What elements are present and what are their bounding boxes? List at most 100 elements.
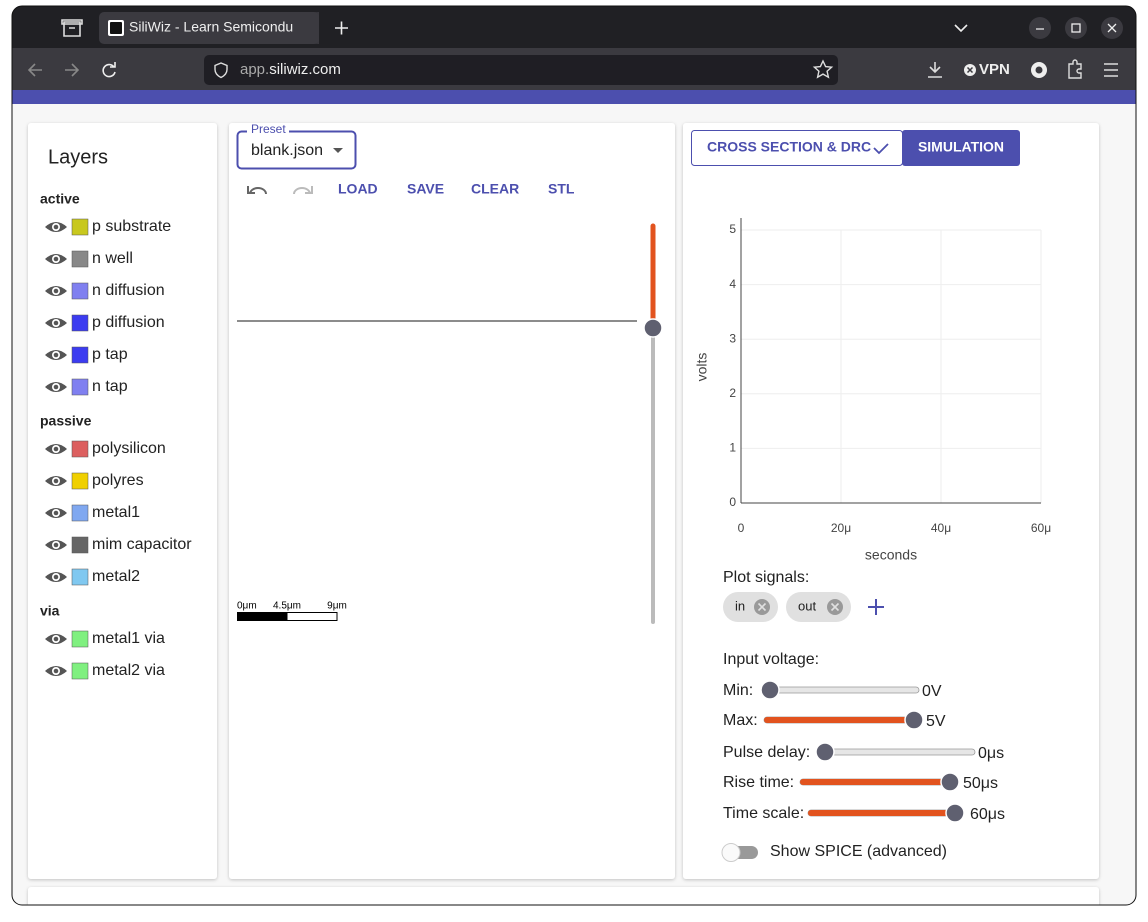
scale-label: 4.5μm [273,601,301,612]
layer-name[interactable]: polysilicon [92,440,166,457]
spice-toggle-thumb[interactable] [721,843,741,862]
reload[interactable] [102,62,116,78]
layers-title: Layers [48,146,108,168]
preset-value: blank.json [251,142,323,159]
layer-name[interactable]: p diffusion [92,314,165,331]
check [873,143,889,155]
menu[interactable] [1104,63,1118,77]
layer-name[interactable]: polyres [92,472,144,489]
action-button[interactable]: CLEAR [471,181,519,197]
eye-iris [53,478,59,484]
y-tick-label: 5 [729,222,736,236]
vpn[interactable]: VPN [979,61,1010,78]
downloads[interactable] [928,62,942,78]
visibility-toggle[interactable] [45,318,67,328]
favicon-inner [110,22,122,34]
x-tick-label: 20μ [831,521,851,535]
layer-swatch [71,504,89,522]
visibility-toggle[interactable] [45,476,67,486]
eye-iris [53,288,59,294]
simulation-card [683,123,1099,879]
tab-label: CROSS SECTION & DRC [707,139,871,155]
visibility-toggle[interactable] [45,382,67,392]
slider-track[interactable] [824,748,976,756]
y-tick-label: 2 [729,386,736,400]
url-prefix: app. [240,61,269,78]
layer-swatch [71,472,89,490]
visibility-toggle[interactable] [45,254,67,264]
visibility-toggle[interactable] [45,666,67,676]
slider-thumb[interactable] [940,772,960,792]
maximize[interactable] [1065,17,1087,39]
slider-thumb[interactable] [815,742,835,762]
preset-select[interactable] [236,130,357,170]
slider-fill [808,810,955,816]
layer-name[interactable]: mim capacitor [92,536,192,553]
input-voltage-label: Input voltage: [723,651,819,668]
layer-name[interactable]: p tap [92,346,128,363]
layer-name[interactable]: metal1 [92,504,140,521]
undo[interactable] [247,186,267,195]
visibility-toggle[interactable] [45,350,67,360]
visibility-toggle[interactable] [45,572,67,582]
layer-name[interactable]: n tap [92,378,128,395]
site-info[interactable] [214,62,228,79]
action-button[interactable]: LOAD [338,181,378,197]
app-bar [12,90,1136,104]
url-domain: siliwiz.com [269,61,341,78]
layer-name[interactable]: p substrate [92,218,171,235]
visibility-toggle[interactable] [45,286,67,296]
tab-list[interactable] [954,24,968,33]
action-button[interactable]: SAVE [407,181,444,197]
depth-slider-thumb[interactable] [643,318,663,338]
layer-swatch [71,378,89,396]
slider-label: Pulse delay: [723,744,810,761]
layer-name[interactable]: metal2 [92,568,140,585]
back[interactable] [27,63,42,77]
eye-iris [53,636,59,642]
add-signal[interactable] [868,599,884,615]
url-bar[interactable] [204,55,838,85]
window-border [11,5,1137,906]
editor-card [229,123,675,879]
extensions[interactable] [1068,59,1082,79]
visibility-toggle[interactable] [45,508,67,518]
eye-iris [53,446,59,452]
new-tab[interactable] [335,21,348,35]
slider-thumb[interactable] [945,803,965,823]
layer-name[interactable]: metal1 via [92,630,165,647]
layer-swatch [71,346,89,364]
slider-value: 0μs [978,745,1004,762]
visibility-toggle[interactable] [45,540,67,550]
scale-bar-white [286,612,338,621]
plot: 0 1 2 3 4 5 0 20μ 40μ 60μ [729,218,1051,535]
actions: LOAD SAVE CLEAR STL [338,181,575,197]
layer-name[interactable]: n well [92,250,133,267]
tab-simulation[interactable] [902,130,1020,166]
visibility-toggle[interactable] [45,444,67,454]
url: app.siliwiz.com [240,61,341,78]
slider-track[interactable] [769,686,920,694]
layer-name[interactable]: n diffusion [92,282,165,299]
layer-swatch [71,568,89,586]
redo[interactable] [293,186,313,195]
visibility-toggle[interactable] [45,634,67,644]
eye-iris [53,574,59,580]
layer-swatch [71,250,89,268]
slider-thumb[interactable] [760,680,780,700]
x-tick-label: 40μ [931,521,951,535]
tab-title: SiliWiz - Learn Semicondu [129,19,293,35]
forward[interactable] [65,63,80,77]
slider-thumb[interactable] [904,710,924,730]
tab-overview-icon[interactable] [61,19,83,37]
action-button[interactable]: STL [548,181,575,197]
bookmark[interactable] [812,59,834,79]
layer-name[interactable]: metal2 via [92,662,165,679]
minimize[interactable] [1029,17,1051,39]
x-tick-label: 60μ [1031,521,1051,535]
eye-iris [53,224,59,230]
layer-swatch [71,630,89,648]
eye-iris [53,384,59,390]
visibility-toggle[interactable] [45,222,67,232]
